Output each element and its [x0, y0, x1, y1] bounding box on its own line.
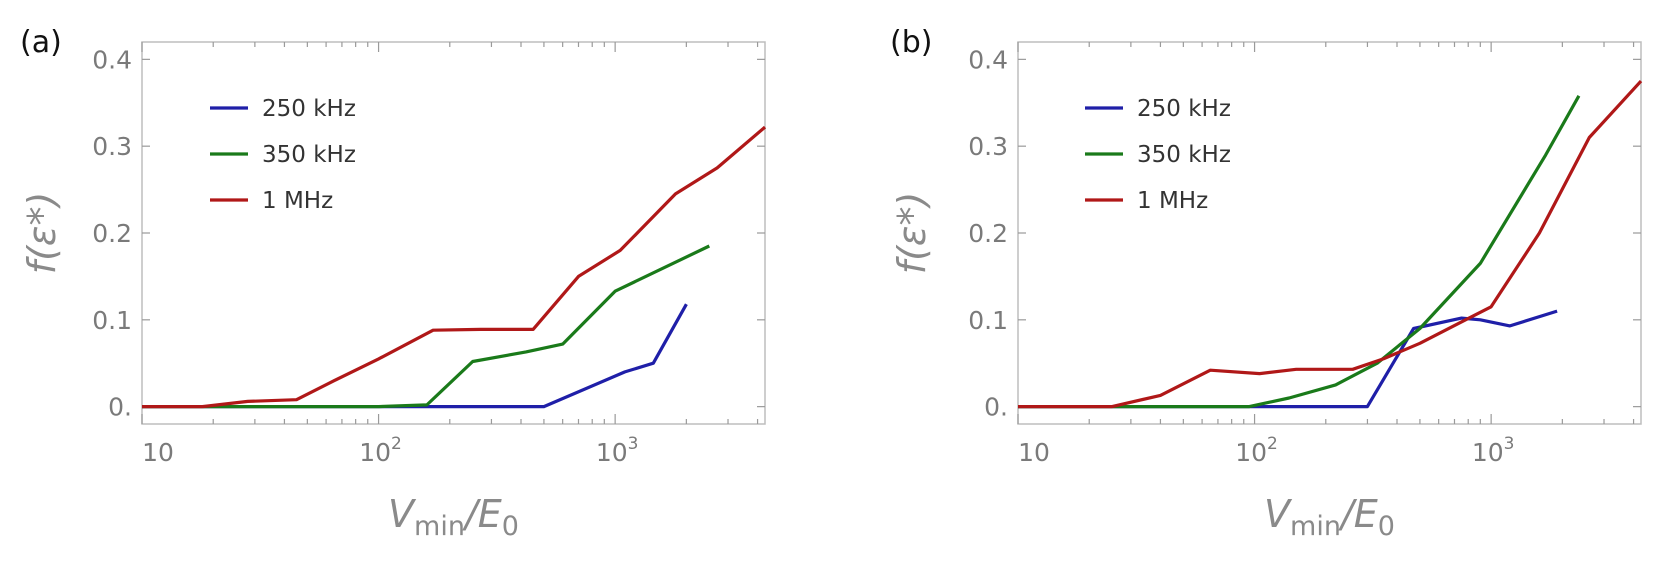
series-line-250-khz [1018, 309, 1558, 409]
legend-label: 350 kHz [1137, 142, 1231, 168]
x-label-v: V [388, 492, 417, 536]
y-tick-label: 0.1 [968, 306, 1008, 335]
x-axis-label: Vmin/E0 [388, 492, 519, 542]
x-label-sub0: 0 [502, 511, 519, 542]
y-tick-label: 0.2 [968, 219, 1008, 248]
x-axis-label: Vmin/E0 [1264, 492, 1395, 542]
x-tick-label: 10 [1018, 438, 1050, 467]
y-tick-label: 0.4 [92, 45, 132, 74]
x-label-slash: /E [1338, 492, 1378, 536]
series-line-350-khz [1018, 95, 1581, 409]
x-tick-label: 103 [596, 434, 639, 467]
y-tick-label: 0.4 [968, 45, 1008, 74]
plot-frame [141, 41, 766, 425]
x-label-v: V [1264, 492, 1293, 536]
panel-b: (b) 0. 0.1 0.2 0.3 0.4 10 102 103 Vmin/E0 f(ε*) 250… [890, 25, 1643, 542]
x-label-slash: /E [462, 492, 502, 536]
x-label-sub: min [414, 511, 465, 542]
y-tick-label: 0.3 [92, 132, 132, 161]
x-tick-exponent: 2 [391, 434, 402, 454]
series-line-1-mhz [1018, 80, 1643, 409]
y-tick-label: 0. [108, 393, 132, 422]
x-tick-label: 102 [1235, 434, 1278, 467]
y-tick-label: 0.2 [92, 219, 132, 248]
series-line-250-khz [142, 303, 688, 409]
series-line-350-khz [142, 244, 710, 409]
plot-frame [1017, 41, 1642, 425]
panel-label: (a) [20, 25, 62, 60]
x-tick-label: 103 [1472, 434, 1515, 467]
y-tick-label: 0.1 [92, 306, 132, 335]
legend-label: 1 MHz [1137, 188, 1208, 214]
x-tick-exponent: 2 [1267, 434, 1278, 454]
series-line-1-mhz [142, 125, 767, 409]
x-tick-exponent: 3 [628, 434, 639, 454]
x-label-sub0: 0 [1378, 511, 1395, 542]
y-axis-label: f(ε*) [890, 192, 934, 275]
legend-label: 250 kHz [1137, 96, 1231, 122]
legend-label: 250 kHz [262, 96, 356, 122]
x-tick-exponent: 3 [1504, 434, 1515, 454]
panel-label: (b) [890, 25, 932, 60]
panel-a: (a) 0. 0.1 0.2 0.3 0.4 10 102 103 Vmin/E0 f(ε*) 250… [20, 25, 767, 542]
y-axis-label: f(ε*) [20, 192, 64, 275]
legend-label: 350 kHz [262, 142, 356, 168]
x-label-sub: min [1290, 511, 1341, 542]
x-tick-label: 10 [142, 438, 174, 467]
y-tick-label: 0. [984, 393, 1008, 422]
y-tick-label: 0.3 [968, 132, 1008, 161]
legend-label: 1 MHz [262, 188, 333, 214]
x-tick-label: 102 [359, 434, 402, 467]
